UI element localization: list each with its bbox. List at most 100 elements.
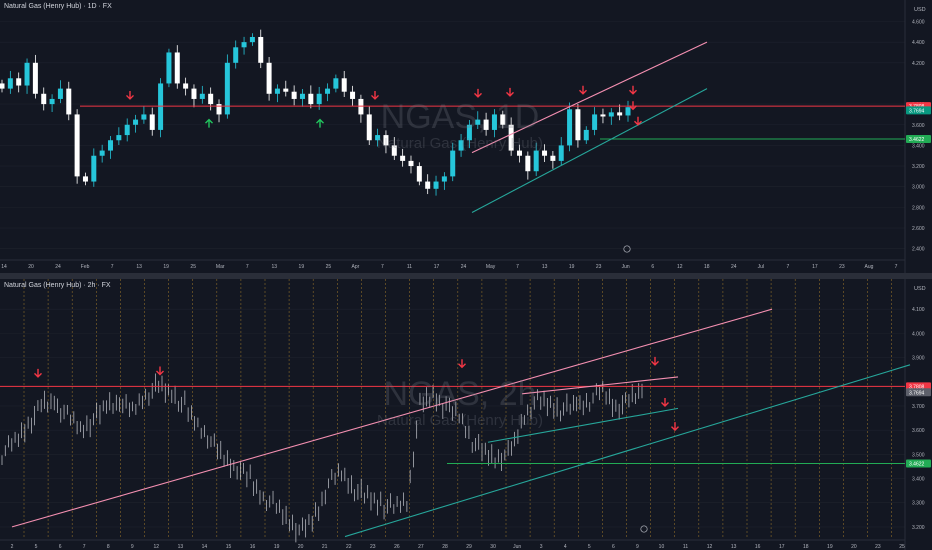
- intraday-watermark-name: Natural Gas (Henry Hub): [377, 412, 543, 429]
- daily-watermark-symbol: NGAS, 1D: [380, 98, 540, 136]
- daily-candle-body: [191, 88, 197, 99]
- intraday-date-label: 30: [490, 544, 496, 550]
- daily-candle-body: [425, 181, 431, 189]
- intraday-date-label: 11: [683, 544, 688, 550]
- daily-price-tick: 2.800: [912, 205, 925, 211]
- daily-date-label: 24: [55, 264, 61, 270]
- intraday-arrow-down-icon: [671, 422, 679, 432]
- daily-arrow-down-icon: [629, 85, 637, 95]
- intraday-arrow-down-icon: [34, 368, 42, 378]
- daily-date-label: 7: [111, 264, 114, 270]
- daily-price-tick: 3.200: [912, 164, 925, 170]
- intraday-date-label: 6: [59, 544, 62, 550]
- daily-candle-body: [483, 119, 489, 130]
- intraday-chart-title: Natural Gas (Henry Hub) · 2h · FX: [4, 282, 111, 289]
- intraday-price-tick: 4.100: [912, 307, 925, 313]
- daily-price-tick: 4.400: [912, 40, 925, 46]
- daily-date-label: 20: [28, 264, 34, 270]
- daily-candle-body: [592, 114, 598, 130]
- daily-event-icon: [623, 245, 631, 253]
- daily-date-label: 25: [326, 264, 332, 270]
- daily-candle-body: [433, 181, 439, 189]
- daily-date-label: Jul: [758, 264, 764, 270]
- intraday-date-label: 13: [178, 544, 184, 550]
- daily-candle-body: [583, 129, 589, 141]
- daily-candle-body: [0, 83, 5, 89]
- daily-candle-body: [316, 93, 322, 105]
- intraday-date-label: 15: [226, 544, 232, 550]
- daily-date-label: May: [486, 264, 496, 270]
- intraday-trend-line: [11, 308, 773, 528]
- intraday-date-label: 18: [803, 544, 809, 550]
- daily-chart-canvas[interactable]: USD4.6004.4004.2003.8003.6003.4003.2003.…: [0, 0, 932, 273]
- intraday-badge-price-bg: [906, 388, 931, 397]
- daily-candle-body: [66, 88, 72, 115]
- daily-candle-body: [99, 150, 105, 156]
- daily-candle-body: [400, 155, 406, 161]
- intraday-currency-label: USD: [914, 286, 926, 292]
- daily-price-tick: 3.000: [912, 185, 925, 191]
- daily-candle-body: [366, 114, 372, 141]
- daily-date-label: 24: [461, 264, 467, 270]
- daily-candle-body: [299, 93, 305, 99]
- daily-candle-body: [208, 93, 214, 105]
- intraday-date-label: 9: [636, 544, 639, 550]
- daily-watermark: NGAS, 1D Natural Gas (Henry Hub): [360, 100, 560, 151]
- intraday-badge-resistance: 3.7808: [909, 384, 925, 390]
- daily-candle-body: [408, 160, 414, 167]
- intraday-date-label: 3: [540, 544, 543, 550]
- daily-date-label: 18: [704, 264, 710, 270]
- daily-arrow-down-icon: [506, 87, 514, 97]
- daily-candle-body: [174, 52, 180, 84]
- daily-badge-price-bg: [906, 106, 931, 115]
- daily-candle-body: [149, 114, 155, 130]
- intraday-chart-pane[interactable]: USD 4.100 4.000 3.900 3.700 3.600 3.500 3.400 3.…: [0, 279, 932, 550]
- intraday-price-tick: 3.600: [912, 428, 925, 434]
- daily-candle-body: [116, 135, 122, 141]
- intraday-watermark-symbol: NGAS, 2h: [383, 375, 537, 413]
- intraday-price-tick: 3.200: [912, 525, 925, 531]
- daily-date-label: 25: [190, 264, 196, 270]
- intraday-chart-canvas[interactable]: USD 4.100 4.000 3.900 3.700 3.600 3.500 3.400 3.…: [0, 279, 932, 550]
- daily-candle-body: [233, 47, 239, 63]
- intraday-badge-support-bg: [906, 459, 931, 468]
- daily-date-label: 17: [812, 264, 818, 270]
- daily-candle-body: [341, 78, 347, 92]
- daily-candle-body: [166, 52, 172, 84]
- daily-date-label: 13: [136, 264, 142, 270]
- daily-candle-body: [475, 119, 481, 125]
- daily-date-label: 7: [246, 264, 249, 270]
- daily-candle-body: [82, 176, 88, 182]
- daily-date-label: 19: [299, 264, 305, 270]
- daily-chart-pane[interactable]: USD4.6004.4004.2003.8003.6003.4003.2003.…: [0, 0, 932, 273]
- daily-badge-support-bg: [906, 134, 931, 143]
- daily-candle-body: [533, 150, 539, 172]
- daily-candle-body: [441, 176, 447, 182]
- daily-candle-body: [358, 98, 364, 115]
- intraday-badge-price: 3.7694: [909, 390, 925, 396]
- daily-date-label: 23: [596, 264, 602, 270]
- intraday-badge-support: 3.4622: [909, 461, 925, 467]
- intraday-date-label: 4: [564, 544, 567, 550]
- daily-chart-title: Natural Gas (Henry Hub) · 1D · FX: [4, 3, 112, 10]
- daily-candle-body: [308, 93, 314, 105]
- intraday-date-label: 5: [588, 544, 591, 550]
- daily-date-label: 7: [516, 264, 519, 270]
- daily-date-label: 17: [434, 264, 440, 270]
- daily-candle-body: [575, 109, 581, 141]
- daily-candle-body: [500, 114, 506, 125]
- daily-candle-body: [199, 93, 205, 99]
- intraday-date-label: 21: [322, 544, 328, 550]
- pane-divider[interactable]: [0, 273, 932, 279]
- daily-candle-body: [41, 93, 47, 105]
- daily-candle-body: [124, 124, 130, 136]
- intraday-date-label: 23: [875, 544, 881, 550]
- daily-candle-body: [558, 145, 564, 161]
- daily-candle-body: [133, 119, 139, 125]
- intraday-date-label: 6: [612, 544, 615, 550]
- intraday-trend-line: [487, 407, 679, 443]
- intraday-date-label: 5: [35, 544, 38, 550]
- intraday-price-tick: 4.000: [912, 331, 925, 337]
- daily-watermark-name: Natural Gas (Henry Hub): [377, 135, 543, 152]
- intraday-date-label: 10: [659, 544, 665, 550]
